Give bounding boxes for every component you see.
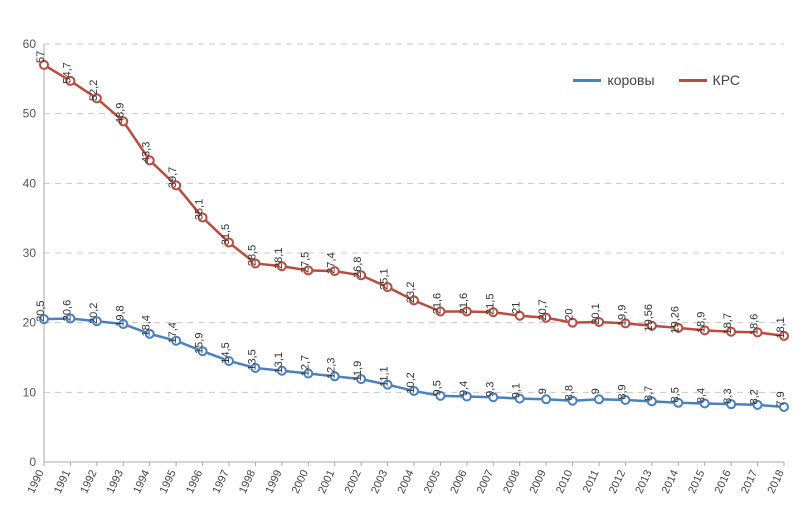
data-label: 52,2 bbox=[88, 80, 100, 101]
data-label: 8,2 bbox=[749, 389, 761, 404]
data-label: 25,1 bbox=[379, 268, 391, 289]
data-label: 9,4 bbox=[458, 381, 470, 396]
data-label: 7,9 bbox=[775, 391, 787, 406]
data-label: 19,56 bbox=[643, 304, 655, 332]
data-label: 20,5 bbox=[35, 300, 47, 321]
legend-label: коровы bbox=[607, 72, 654, 88]
data-label: 21,5 bbox=[484, 294, 496, 315]
data-label: 9 bbox=[537, 388, 549, 394]
data-label: 14,5 bbox=[220, 342, 232, 363]
data-label: 18,9 bbox=[696, 312, 708, 333]
data-label: 9 bbox=[590, 388, 602, 394]
data-label: 9,5 bbox=[431, 380, 443, 395]
data-label: 18,1 bbox=[775, 317, 787, 338]
data-label: 20,1 bbox=[590, 303, 602, 324]
data-label: 9,3 bbox=[484, 382, 496, 397]
data-label: 21,6 bbox=[431, 293, 443, 314]
data-label: 26,8 bbox=[352, 257, 364, 278]
legend: коровы КРС bbox=[573, 72, 740, 88]
data-label: 11,1 bbox=[379, 366, 391, 387]
data-label: 57 bbox=[35, 51, 47, 63]
data-label: 8,3 bbox=[722, 389, 734, 404]
data-label: 23,2 bbox=[405, 282, 417, 303]
data-label: 48,9 bbox=[114, 103, 126, 124]
data-label: 20,2 bbox=[88, 303, 100, 324]
data-label: 8,9 bbox=[616, 384, 628, 399]
data-label: 20 bbox=[564, 309, 576, 321]
data-label: 13,5 bbox=[246, 349, 258, 370]
legend-item: коровы bbox=[573, 72, 654, 88]
data-label: 18,6 bbox=[749, 314, 761, 335]
data-label: 19,8 bbox=[114, 305, 126, 326]
data-label: 17,4 bbox=[167, 322, 179, 343]
data-label: 31,5 bbox=[220, 224, 232, 245]
data-label: 13,1 bbox=[273, 352, 285, 373]
y-tick-label: 60 bbox=[23, 37, 37, 51]
data-label: 12,7 bbox=[299, 355, 311, 376]
data-label: 27,5 bbox=[299, 252, 311, 273]
data-label: 15,9 bbox=[194, 333, 206, 354]
data-label: 10,2 bbox=[405, 372, 417, 393]
data-label: 8,7 bbox=[643, 386, 655, 401]
data-marker bbox=[595, 395, 603, 403]
y-tick-label: 30 bbox=[23, 246, 37, 260]
legend-swatch bbox=[679, 79, 707, 82]
data-label: 28,5 bbox=[246, 245, 258, 266]
data-label: 28,1 bbox=[273, 248, 285, 269]
data-label: 27,4 bbox=[326, 252, 338, 273]
data-marker bbox=[542, 395, 550, 403]
data-label: 20,6 bbox=[61, 300, 73, 321]
y-tick-label: 0 bbox=[29, 455, 36, 469]
data-label: 19,26 bbox=[669, 306, 681, 334]
legend-label: КРС bbox=[713, 72, 740, 88]
data-label: 18,4 bbox=[141, 315, 153, 336]
data-label: 21,6 bbox=[458, 293, 470, 314]
data-label: 8,4 bbox=[696, 388, 708, 403]
legend-swatch bbox=[573, 79, 601, 82]
data-label: 11,9 bbox=[352, 361, 364, 382]
data-label: 8,5 bbox=[669, 387, 681, 402]
data-label: 19,9 bbox=[616, 305, 628, 326]
data-label: 12,3 bbox=[326, 358, 338, 379]
data-label: 8,8 bbox=[564, 385, 576, 400]
y-tick-label: 50 bbox=[23, 107, 37, 121]
data-label: 54,7 bbox=[61, 62, 73, 83]
data-label: 35,1 bbox=[194, 199, 206, 220]
legend-item: КРС bbox=[679, 72, 740, 88]
data-label: 9,1 bbox=[511, 383, 523, 398]
y-tick-label: 10 bbox=[23, 385, 37, 399]
data-label: 18,7 bbox=[722, 313, 734, 334]
data-label: 39,7 bbox=[167, 167, 179, 188]
y-tick-label: 40 bbox=[23, 176, 37, 190]
chart-container: Поголовье КРС в РСФСР/РФ (млн. голов) Ро… bbox=[0, 0, 800, 512]
data-label: 21 bbox=[511, 302, 523, 314]
data-label: 20,7 bbox=[537, 299, 549, 320]
data-label: 43,3 bbox=[141, 142, 153, 163]
